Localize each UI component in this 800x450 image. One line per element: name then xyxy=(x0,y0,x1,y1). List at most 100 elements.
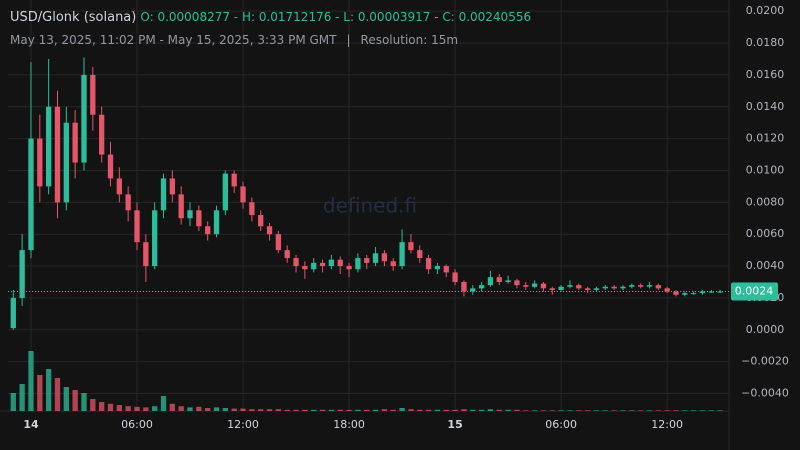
candle-body xyxy=(99,114,105,155)
volume-bar xyxy=(443,409,449,411)
volume-bar xyxy=(160,396,167,411)
volume-bar xyxy=(337,409,343,411)
candle-body xyxy=(443,266,449,273)
x-tick-label: 18:00 xyxy=(333,418,365,431)
volume-bar xyxy=(682,410,688,411)
candle-body xyxy=(293,258,299,267)
volume-bar xyxy=(620,410,626,411)
candle-body xyxy=(364,258,370,263)
candle-body xyxy=(213,210,220,235)
candle-body xyxy=(452,272,458,282)
candle-body xyxy=(505,280,511,282)
x-tick-label: 12:00 xyxy=(227,418,259,431)
candle-body xyxy=(240,186,246,203)
candle-body xyxy=(637,285,644,287)
candle-body xyxy=(63,122,69,203)
candle-body xyxy=(417,250,423,259)
candle-body xyxy=(655,285,661,289)
volume-bar xyxy=(655,410,661,411)
candle-body xyxy=(629,285,635,287)
volume-bar xyxy=(505,409,511,411)
x-tick-label: 06:00 xyxy=(545,418,577,431)
volume-bar xyxy=(461,409,467,411)
candle-body xyxy=(196,210,202,227)
candle-body xyxy=(531,283,538,287)
candle-body xyxy=(81,74,87,163)
volume-bar xyxy=(72,390,78,411)
volume-bar xyxy=(478,409,485,411)
candle-body xyxy=(549,288,555,290)
volume-bar xyxy=(452,409,458,411)
y-tick-label: 0.0100 xyxy=(746,163,785,176)
candle-body xyxy=(355,258,361,270)
candle-body xyxy=(302,266,308,270)
volume-bar xyxy=(275,409,282,411)
ohlc-values: O: 0.00008277 - H: 0.01712176 - L: 0.000… xyxy=(140,10,532,24)
date-range: May 13, 2025, 11:02 PM - May 15, 2025, 3… xyxy=(10,33,337,47)
volume-bar xyxy=(19,384,25,411)
volume-bar xyxy=(708,410,714,411)
volume-bar xyxy=(143,407,149,411)
volume-bar xyxy=(107,403,114,411)
y-tick-label: 0.0140 xyxy=(746,100,785,113)
subheader: May 13, 2025, 11:02 PM - May 15, 2025, 3… xyxy=(10,33,468,47)
volume-bar xyxy=(222,408,229,411)
y-tick-label: 0.0060 xyxy=(746,227,785,240)
candle-body xyxy=(90,74,96,115)
candle-body xyxy=(125,194,131,211)
x-tick-label: 15 xyxy=(447,418,462,431)
volume-bar xyxy=(611,410,617,411)
candle-body xyxy=(319,262,326,267)
candle-body xyxy=(646,285,653,287)
volume-bar xyxy=(408,409,414,411)
volume-bar xyxy=(381,409,388,411)
candle-body xyxy=(134,210,140,243)
volume-bar xyxy=(558,410,564,411)
candle-body xyxy=(178,194,184,219)
volume-bar xyxy=(169,403,175,411)
volume-bar xyxy=(63,387,69,411)
candle-body xyxy=(691,293,697,295)
candle-body xyxy=(381,253,388,262)
x-tick-label: 12:00 xyxy=(651,418,683,431)
candle-body xyxy=(461,281,467,292)
candle-body xyxy=(717,291,723,293)
y-tick-label: −0.0040 xyxy=(741,386,789,399)
candle-body xyxy=(399,242,405,267)
candle-body xyxy=(611,286,617,289)
candle-body xyxy=(266,226,273,235)
volume-bar xyxy=(28,351,34,411)
candle-body xyxy=(514,280,520,286)
candle-body xyxy=(540,283,547,289)
candle-body xyxy=(576,285,582,289)
candle-body xyxy=(275,234,282,251)
volume-bar xyxy=(646,410,653,411)
volume-bar xyxy=(99,402,105,411)
volume-bar xyxy=(258,409,264,411)
candle-body xyxy=(708,291,714,293)
resolution: Resolution: 15m xyxy=(360,33,459,47)
volume-bar xyxy=(531,410,538,411)
volume-bar xyxy=(81,393,87,411)
candle-body xyxy=(249,202,255,216)
x-tick-label: 06:00 xyxy=(121,418,153,431)
volume-bar xyxy=(372,409,379,411)
volume-bar xyxy=(699,410,706,411)
symbol: USD/Glonk (solana) xyxy=(10,10,137,25)
y-tick-label: 0.0080 xyxy=(746,195,785,208)
volume-bar xyxy=(205,408,211,411)
volume-bar xyxy=(196,406,202,411)
volume-bar xyxy=(293,409,299,411)
candle-body xyxy=(311,262,317,270)
candle-body xyxy=(620,286,626,289)
candle-body xyxy=(584,288,591,290)
volume-bar xyxy=(319,409,326,411)
candle-body xyxy=(10,297,16,329)
volume-bar xyxy=(629,410,635,411)
candle-body xyxy=(152,210,158,267)
candle-body xyxy=(37,138,43,187)
volume-bar xyxy=(417,409,423,411)
candle-body xyxy=(390,261,396,267)
volume-bar xyxy=(302,409,308,411)
candle-body xyxy=(699,291,706,294)
